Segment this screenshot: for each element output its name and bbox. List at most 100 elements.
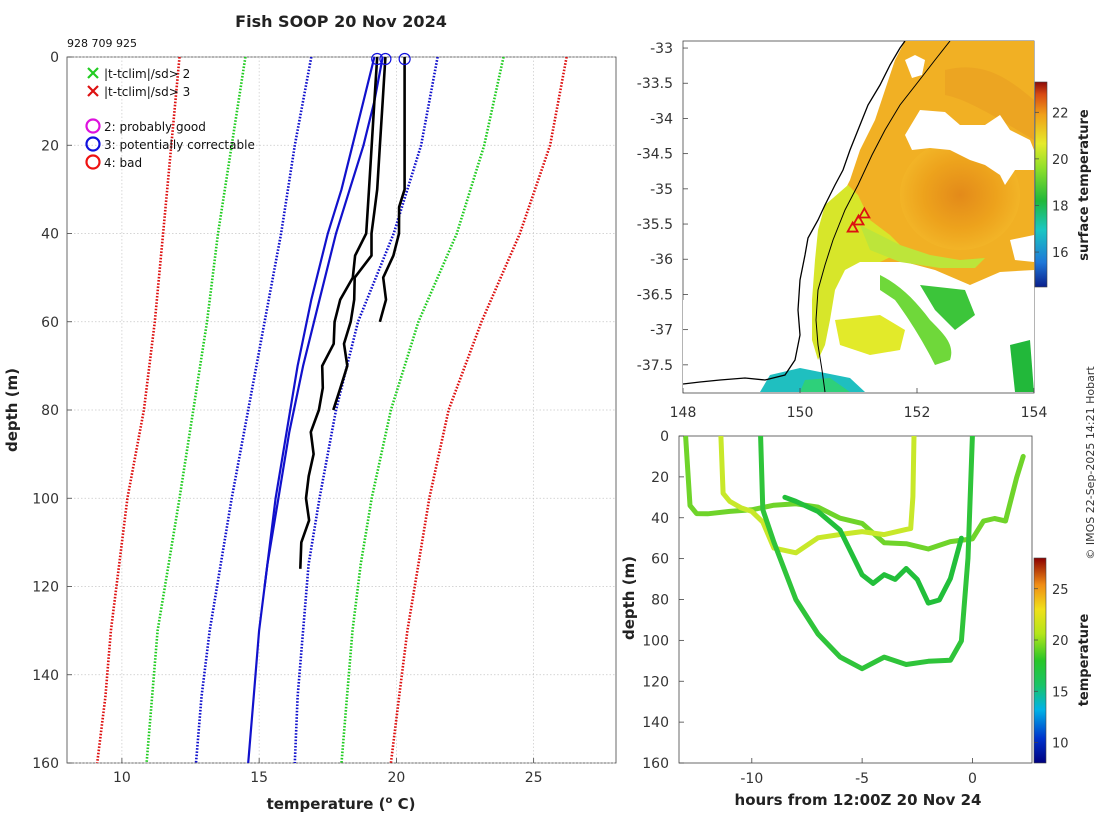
legend-flag3-label: 3: potentially correctable — [104, 138, 255, 152]
qc-flag-circle — [379, 52, 392, 66]
profile-xlabel: temperature (o C) — [267, 795, 416, 813]
shelf-contour — [815, 41, 951, 393]
legend-sd3-label: |t-tclim|/sd> 3 — [104, 85, 190, 99]
temperature-colorbar-label: temperature — [1077, 614, 1092, 707]
xbt-drop-marker — [851, 213, 866, 226]
legend-flag2-label: 2: probably good — [104, 120, 206, 134]
map-ytick-label: -33 — [650, 41, 673, 57]
map-xtick-label: 152 — [904, 405, 931, 421]
timeseries-ylabel: depth (m) — [620, 556, 638, 640]
coastline — [683, 41, 906, 385]
profile-ytick-label: 40 — [41, 227, 59, 243]
profile-xbt-1 — [299, 57, 379, 569]
legend-markers — [85, 67, 101, 170]
clim-sd2-left — [145, 57, 247, 763]
sst-cb-tick-label: 18 — [1052, 199, 1069, 214]
legend-circle-marker — [85, 136, 101, 152]
map-ytick-label: -37 — [650, 323, 673, 339]
plot-title: Fish SOOP 20 Nov 2024 — [235, 12, 447, 31]
map-ytick-label: -35.5 — [637, 217, 673, 233]
profile-ytick-label: 20 — [41, 138, 59, 154]
ts-ytick-label: 80 — [651, 593, 669, 609]
map-xtick-label: 150 — [787, 405, 814, 421]
profile-ylabel: depth (m) — [3, 368, 21, 452]
sst-cool-filament — [880, 275, 952, 365]
sst-cb-tick-label: 16 — [1052, 246, 1069, 261]
map-xtick-label: 154 — [1021, 405, 1048, 421]
sst-front — [860, 225, 985, 268]
profile-ytick-label: 80 — [41, 403, 59, 419]
profile-legend: |t-tclim|/sd> 2 |t-tclim|/sd> 3 2: proba… — [85, 67, 255, 170]
ts-tow-late — [782, 494, 964, 606]
map-markers — [846, 206, 871, 233]
legend-circle-marker — [85, 118, 101, 134]
xbt-drop-marker — [846, 220, 860, 233]
timeseries-panel: -10 -5 0 0 20 40 60 80 100 120 140 160 hours from 1… — [620, 429, 1092, 809]
clim-mean-b — [263, 57, 384, 587]
map-ytick-label: -34 — [650, 111, 673, 127]
profile-ytick-label: 120 — [32, 580, 59, 596]
profile-xbt-2 — [332, 57, 387, 411]
cloud-mask-north — [905, 110, 1034, 185]
profile-ids: 928 709 925 — [67, 37, 137, 50]
ts-ytick-label: 60 — [651, 552, 669, 568]
ts-ytick-label: 20 — [651, 470, 669, 486]
clim-sd2-right — [340, 57, 505, 763]
legend-x-marker — [87, 85, 99, 97]
sst-colorbar — [1034, 81, 1048, 288]
profile-ticks: 10 15 20 25 0 20 40 60 80 100 120 140 160 — [32, 50, 542, 786]
ts-ytick-label: 160 — [642, 756, 669, 772]
profile-xlabel-sup: o — [385, 795, 392, 806]
profile-ytick-label: 100 — [32, 491, 59, 507]
ts-ytick-label: 0 — [660, 429, 669, 445]
legend-circle-marker — [85, 154, 101, 170]
ts-tow-mid — [718, 436, 917, 556]
legend-sd2-label: |t-tclim|/sd> 2 — [104, 67, 190, 81]
legend-flag4-label: 4: bad — [104, 156, 142, 170]
sst-yellow-patch — [835, 315, 905, 355]
temp-cb-tick-label: 25 — [1052, 583, 1069, 598]
map-ytick-label: -37.5 — [637, 358, 673, 374]
profile-xlabel-end: C) — [392, 795, 415, 813]
profile-ytick-label: 160 — [32, 756, 59, 772]
sst-green-edge — [1010, 340, 1034, 392]
profile-ytick-label: 60 — [41, 315, 59, 331]
qc-flag-circle — [398, 52, 411, 66]
profile-xtick-label: 10 — [113, 770, 131, 786]
profile-xtick-label: 20 — [387, 770, 405, 786]
profile-xbt-3 — [378, 57, 406, 323]
ts-ytick-label: 40 — [651, 511, 669, 527]
sst-coastal-band — [812, 185, 905, 360]
ts-xtick-label: 0 — [968, 771, 977, 787]
sst-green-south — [800, 378, 850, 392]
ts-tow-shallow — [683, 436, 1026, 552]
map-ytick-label: -36 — [650, 252, 673, 268]
map-ytick-label: -34.5 — [637, 147, 673, 163]
profile-xtick-label: 15 — [250, 770, 268, 786]
map-ytick-label: -35 — [650, 182, 673, 198]
profile-ytick-label: 140 — [32, 668, 59, 684]
map-ytick-label: -36.5 — [637, 287, 673, 303]
sst-image — [683, 41, 1034, 393]
ts-tow-deep — [758, 436, 975, 672]
copyright-text: © IMOS 22-Sep-2025 14:21 Hobart — [1084, 366, 1097, 560]
timeseries-axes-frame — [678, 435, 1033, 764]
sst-colorbar-ticks: 16 18 20 22 — [1035, 106, 1069, 261]
clim-mean-a — [247, 57, 376, 763]
temperature-colorbar — [1033, 557, 1047, 764]
profile-panel: Fish SOOP 20 Nov 2024 928 709 925 10 15 20… — [3, 12, 617, 813]
ts-xtick-label: -10 — [740, 771, 763, 787]
clim-sd1-left — [194, 57, 313, 763]
timeseries-xlabel: hours from 12:00Z 20 Nov 24 — [735, 791, 982, 809]
profile-xlabel-text: temperature ( — [267, 795, 386, 813]
temperature-colorbar-ticks: 10 15 20 25 — [1034, 583, 1069, 752]
temp-cb-tick-label: 10 — [1052, 737, 1069, 752]
ts-ytick-label: 120 — [642, 674, 669, 690]
clim-sd3-right — [389, 57, 568, 763]
xbt-drop-marker — [857, 206, 871, 219]
sst-warm-band — [945, 67, 1034, 140]
profile-grid — [67, 56, 616, 764]
timeseries-tracks — [683, 436, 1026, 672]
map-xtick-label: 148 — [670, 405, 697, 421]
cloud-mask-top — [905, 55, 925, 78]
